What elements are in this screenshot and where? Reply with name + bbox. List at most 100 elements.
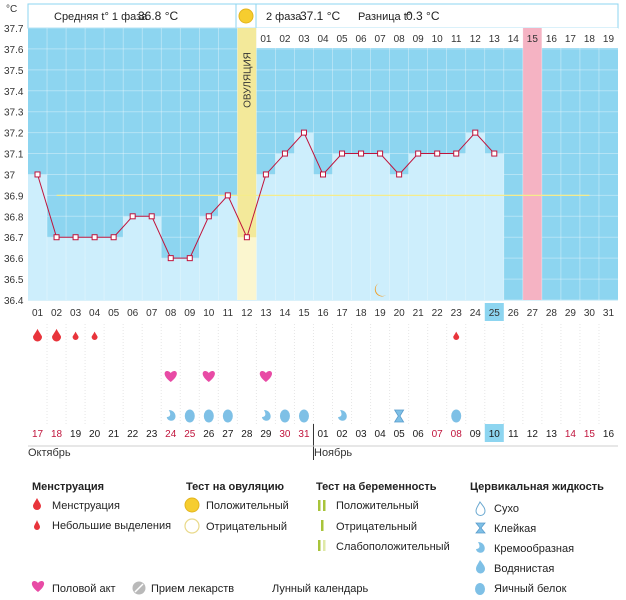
- temperature-point: [53, 234, 60, 241]
- y-tick-label: 37.2: [4, 129, 24, 140]
- temperature-point: [396, 171, 403, 178]
- calendar-date-label: 20: [89, 429, 101, 440]
- intercourse-heart-icon: [259, 371, 273, 382]
- phase2-day-label: 10: [432, 34, 444, 45]
- legend-ovulation-pos: Положительный: [206, 500, 289, 512]
- cervical-sticky-icon: [393, 409, 405, 423]
- phase1-value: 36.8 °C: [138, 9, 178, 23]
- temperature-bar: [104, 237, 124, 300]
- calendar-date-label: 28: [241, 429, 253, 440]
- phase2-day-label: 06: [356, 34, 368, 45]
- x-tick-label: 24: [470, 308, 482, 319]
- phase2-day-label: 08: [394, 34, 406, 45]
- calendar-date-label: 08: [451, 429, 463, 440]
- legend-cervical-title: Цервикальная жидкость: [470, 481, 604, 493]
- calendar-today-marker: [484, 424, 504, 442]
- temperature-point: [110, 234, 117, 241]
- temperature-point: [186, 255, 193, 262]
- temperature-point: [339, 150, 346, 157]
- calendar-date-label: 30: [279, 429, 291, 440]
- legend-cervical-watery: Водянистая: [494, 563, 554, 575]
- y-axis-unit: °C: [6, 4, 17, 15]
- phase2-day-label: 09: [413, 34, 425, 45]
- temperature-bar: [28, 174, 48, 300]
- y-tick-labels: 37.7 37.6 37.5 37.4 37.3 37.2 37.1 37 36.9 36.8 36…: [4, 24, 24, 307]
- y-tick-label: 37.1: [4, 150, 24, 161]
- phase2-day-label: 14: [508, 34, 520, 45]
- legend-cervical-creamy: Кремообразная: [494, 543, 574, 555]
- calendar-date-label: 31: [298, 429, 310, 440]
- symptom-grid: [28, 324, 618, 426]
- calendar-date-label: 12: [527, 429, 539, 440]
- pregnancy-weak-icon-2: [323, 540, 326, 551]
- x-tick-label: 26: [508, 308, 520, 319]
- temperature-point: [472, 129, 479, 136]
- diff-value: 0.3 °C: [406, 9, 440, 23]
- legend-lunar: Лунный календарь: [272, 583, 369, 595]
- y-tick-label: 37: [4, 170, 16, 181]
- y-tick-label: 36.4: [4, 296, 24, 307]
- y-tick-label: 37.3: [4, 108, 24, 119]
- x-tick-label: 25: [489, 308, 501, 319]
- temperature-point: [377, 150, 384, 157]
- pregnancy-positive-icon-2: [323, 500, 326, 511]
- y-tick-label: 36.7: [4, 233, 24, 244]
- x-tick-label: 09: [184, 308, 196, 319]
- month-left-label: Октябрь: [28, 447, 71, 459]
- legend-ovulation-neg: Отрицательный: [206, 521, 287, 533]
- calendar-date-label: 03: [356, 429, 368, 440]
- y-tick-label: 37.6: [4, 45, 24, 56]
- temperature-point: [491, 150, 498, 157]
- cervical-creamy-icon: [338, 410, 347, 421]
- cervical-watery-icon: [476, 560, 485, 574]
- legend-menstruation-big: Менструация: [52, 500, 120, 512]
- menstruation-big-icon: [33, 498, 41, 510]
- y-tick-label: 36.5: [4, 275, 24, 286]
- y-tick-label: 37.5: [4, 66, 24, 77]
- phase2-day-label: 15: [527, 34, 539, 45]
- menstruation-drop-icon: [453, 331, 460, 340]
- x-tick-label: 08: [165, 308, 177, 319]
- legend-cervical-sticky: Клейкая: [494, 523, 536, 535]
- calendar-date-label: 17: [32, 429, 44, 440]
- temperature-bar: [484, 153, 504, 300]
- y-tick-label: 36.8: [4, 212, 24, 223]
- x-tick-label: 06: [127, 308, 139, 319]
- x-tick-label: 10: [203, 308, 215, 319]
- ovulation-label: ОВУЛЯЦИЯ: [242, 52, 253, 108]
- temperature-bar: [332, 153, 352, 300]
- temperature-bar: [294, 132, 314, 300]
- phase2-day-label: 12: [470, 34, 482, 45]
- phase2-day-label: 07: [375, 34, 387, 45]
- menstruation-drop-icon: [33, 328, 43, 342]
- legend-medicine: Прием лекарств: [151, 583, 234, 595]
- pregnancy-negative-icon: [321, 520, 324, 531]
- menstruation-drop-icon: [52, 328, 62, 342]
- phase2-day-label: 04: [317, 34, 329, 45]
- cervical-eggwhite-icon: [475, 583, 485, 595]
- temperature-bar: [256, 174, 276, 300]
- temperature-point: [224, 192, 231, 199]
- pregnancy-positive-icon: [318, 500, 321, 511]
- x-tick-labels: 01 02 03 04 05 06 07 08 09 10 11 12 13 14 15 16 17 18 19 20…: [32, 303, 614, 321]
- ovulation-column: [237, 28, 257, 300]
- phase2-day-label: 03: [298, 34, 310, 45]
- phase2-day-label: 11: [451, 34, 462, 45]
- menstruation-small-icon: [34, 520, 40, 530]
- pregnancy-weak-icon: [318, 540, 321, 551]
- x-tick-label: 18: [356, 308, 368, 319]
- cervical-eggwhite-icon: [203, 409, 214, 423]
- cervical-eggwhite-icon: [184, 409, 195, 423]
- temperature-point: [205, 213, 212, 220]
- calendar-date-label: 13: [546, 429, 558, 440]
- y-tick-label: 36.9: [4, 191, 24, 202]
- calendar-date-label: 23: [146, 429, 158, 440]
- cervical-creamy-icon: [261, 410, 271, 421]
- temperature-bar: [446, 153, 466, 300]
- ovulation-positive-icon: [184, 497, 200, 513]
- phase2-day-label: 05: [336, 34, 348, 45]
- x-tick-label: 17: [336, 308, 348, 319]
- calendar-date-label: 19: [70, 429, 82, 440]
- ovulation-negative-icon: [184, 518, 200, 534]
- phase2-label: 2 фаза: [266, 11, 302, 23]
